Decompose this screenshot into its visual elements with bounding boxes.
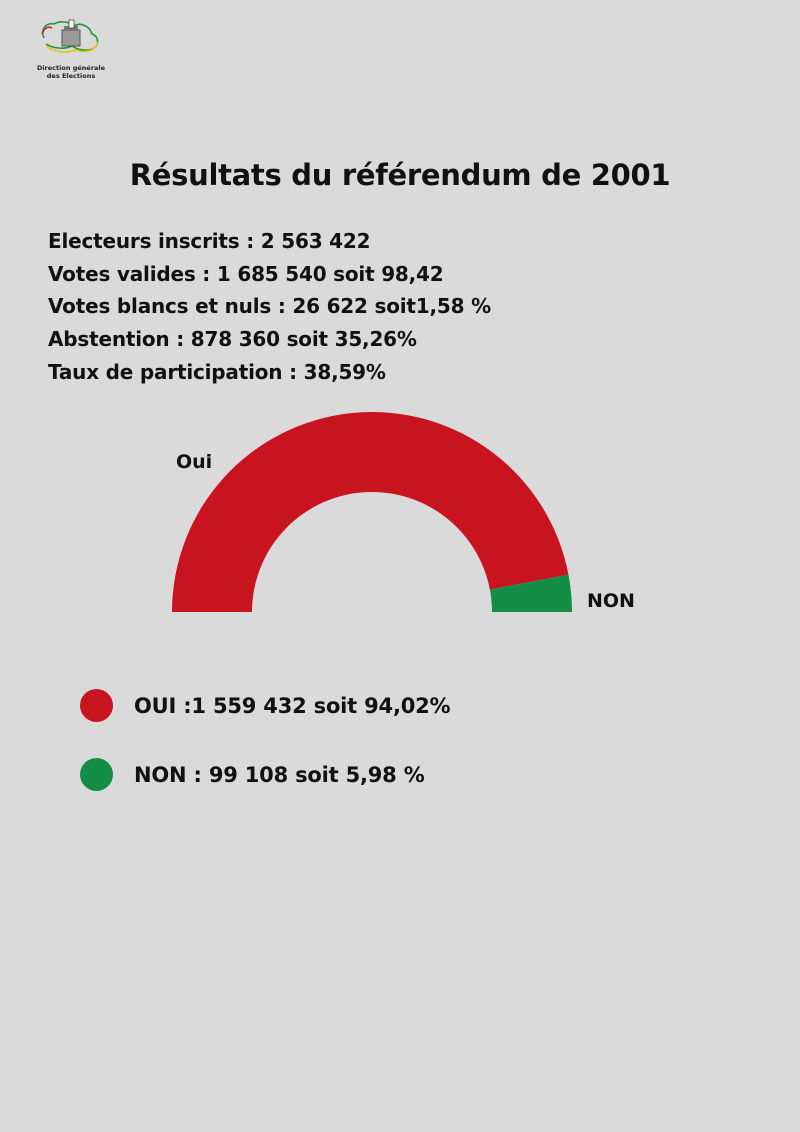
ballot-box-map-icon (41, 19, 99, 53)
stat-registered-voters: Electeurs inscrits : 2 563 422 (48, 229, 371, 253)
legend-label-non: NON : 99 108 soit 5,98 % (134, 762, 425, 787)
chart-slice-labels: Oui NON (176, 451, 635, 612)
legend-item-oui: OUI :1 559 432 soit 94,02% (80, 689, 451, 722)
stats-block: Electeurs inscrits : 2 563 422 Votes val… (48, 225, 491, 389)
stat-blank-null-votes: Votes blancs et nuls : 26 622 soit1,58 % (48, 294, 491, 319)
stat-turnout: Taux de participation : 38,59% (48, 359, 386, 384)
chart-slices (172, 412, 572, 612)
stat-valid-votes: Votes valides : 1 685 540 soit 98,42 (48, 261, 444, 286)
logo: Direction générale des Elections (26, 16, 116, 86)
slice-oui (172, 412, 569, 612)
legend-label-oui: OUI :1 559 432 soit 94,02% (134, 693, 451, 718)
half-donut-chart: Oui NON (172, 412, 635, 612)
slice-label-oui: Oui (176, 451, 212, 473)
page-title: Résultats du référendum de 2001 (129, 158, 671, 192)
slice-label-non: NON (587, 590, 635, 612)
legend-item-non: NON : 99 108 soit 5,98 % (80, 758, 425, 791)
logo-text-line1: Direction générale (36, 64, 106, 72)
legend-swatch-non (80, 758, 113, 791)
stat-abstention: Abstention : 878 360 soit 35,26% (48, 327, 417, 352)
slice-non (489, 574, 572, 612)
legend-swatch-oui (80, 689, 113, 722)
logo-text-line2: des Elections (46, 72, 96, 80)
